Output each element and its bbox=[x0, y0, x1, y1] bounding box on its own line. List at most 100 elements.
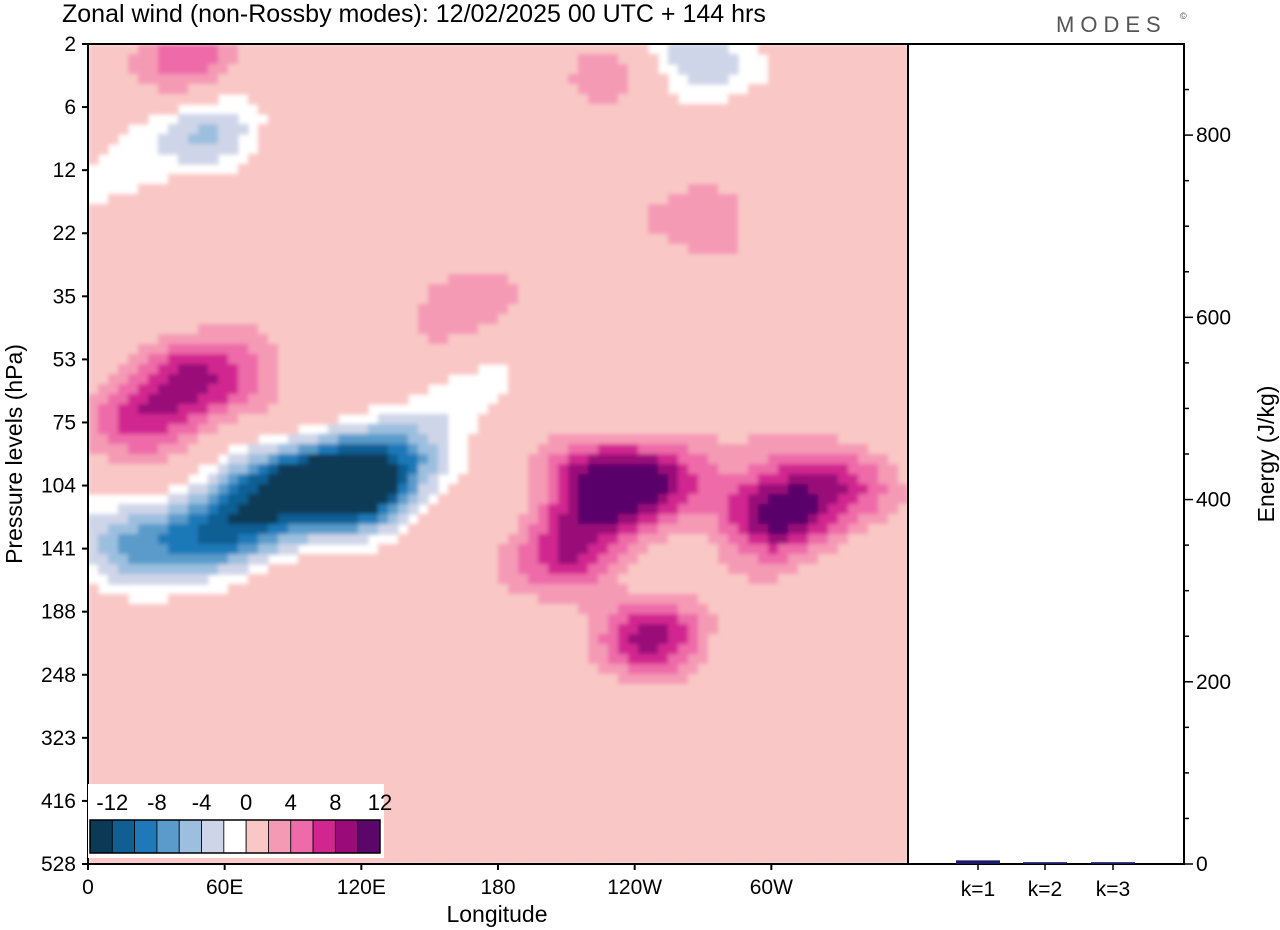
wind-cell bbox=[318, 284, 329, 295]
wind-cell bbox=[628, 674, 639, 685]
wind-cell bbox=[768, 264, 779, 275]
wind-cell bbox=[748, 534, 759, 545]
wind-cell bbox=[318, 294, 329, 305]
wind-cell bbox=[878, 484, 889, 495]
wind-cell bbox=[688, 404, 699, 415]
wind-cell bbox=[298, 384, 309, 395]
wind-cell bbox=[568, 514, 579, 525]
wind-cell bbox=[668, 574, 679, 585]
wind-cell bbox=[628, 414, 639, 425]
wind-cell bbox=[488, 74, 499, 85]
wind-cell bbox=[558, 654, 569, 665]
wind-cell bbox=[848, 424, 859, 435]
wind-cell bbox=[778, 554, 789, 565]
wind-cell bbox=[158, 374, 169, 385]
wind-cell bbox=[328, 634, 339, 645]
wind-cell bbox=[528, 494, 539, 505]
wind-cell bbox=[298, 324, 309, 335]
wind-cell bbox=[228, 44, 239, 55]
wind-cell bbox=[328, 604, 339, 615]
wind-cell bbox=[118, 84, 129, 95]
wind-cell bbox=[338, 184, 349, 195]
wind-cell bbox=[678, 64, 689, 75]
wind-cell bbox=[88, 284, 99, 295]
wind-cell bbox=[738, 344, 749, 355]
wind-cell bbox=[328, 374, 339, 385]
wind-cell bbox=[878, 474, 889, 485]
wind-cell bbox=[698, 594, 709, 605]
wind-cell bbox=[358, 284, 369, 295]
wind-cell bbox=[168, 514, 179, 525]
wind-cell bbox=[308, 654, 319, 665]
wind-cell bbox=[878, 74, 889, 85]
wind-cell bbox=[868, 464, 879, 475]
wind-cell bbox=[728, 254, 739, 265]
wind-cell bbox=[228, 74, 239, 85]
wind-cell bbox=[358, 204, 369, 215]
wind-cell bbox=[98, 94, 109, 105]
wind-cell bbox=[388, 184, 399, 195]
wind-cell bbox=[398, 64, 409, 75]
wind-cell bbox=[278, 444, 289, 455]
wind-cell bbox=[98, 304, 109, 315]
wind-cell bbox=[618, 254, 629, 265]
wind-cell bbox=[388, 644, 399, 655]
wind-cell bbox=[738, 604, 749, 615]
wind-cell bbox=[768, 614, 779, 625]
wind-cell bbox=[808, 474, 819, 485]
wind-cell bbox=[88, 474, 99, 485]
wind-cell bbox=[278, 144, 289, 155]
wind-cell bbox=[488, 604, 499, 615]
wind-cell bbox=[898, 634, 908, 645]
wind-cell bbox=[638, 164, 649, 175]
wind-cell bbox=[108, 44, 119, 55]
wind-cell bbox=[258, 414, 269, 425]
wind-cell bbox=[808, 544, 819, 555]
wind-cell bbox=[678, 554, 689, 565]
wind-cell bbox=[848, 334, 859, 345]
wind-cell bbox=[518, 124, 529, 135]
wind-cell bbox=[198, 94, 209, 105]
wind-cell bbox=[838, 354, 849, 365]
wind-cell bbox=[878, 184, 889, 195]
wind-cell bbox=[208, 374, 219, 385]
wind-cell bbox=[248, 634, 259, 645]
wind-cell bbox=[408, 274, 419, 285]
wind-cell bbox=[308, 504, 319, 515]
wind-cell bbox=[508, 54, 519, 65]
wind-cell bbox=[878, 104, 889, 115]
wind-cell bbox=[898, 384, 908, 395]
wind-cell bbox=[698, 364, 709, 375]
wind-cell bbox=[578, 214, 589, 225]
wind-cell bbox=[478, 114, 489, 125]
wind-cell bbox=[428, 304, 439, 315]
wind-cell bbox=[368, 124, 379, 135]
wind-cell bbox=[468, 474, 479, 485]
wind-cell bbox=[758, 584, 769, 595]
wind-cell bbox=[438, 174, 449, 185]
wind-cell bbox=[608, 604, 619, 615]
wind-cell bbox=[358, 614, 369, 625]
wind-cell bbox=[278, 124, 289, 135]
wind-cell bbox=[338, 434, 349, 445]
wind-cell bbox=[558, 524, 569, 535]
wind-cell bbox=[218, 364, 229, 375]
wind-cell bbox=[848, 624, 859, 635]
wind-cell bbox=[178, 524, 189, 535]
wind-cell bbox=[608, 334, 619, 345]
wind-cell bbox=[278, 644, 289, 655]
wind-cell bbox=[678, 314, 689, 325]
wind-cell bbox=[548, 114, 559, 125]
wind-cell bbox=[218, 184, 229, 195]
wind-cell bbox=[348, 644, 359, 655]
wind-cell bbox=[388, 624, 399, 635]
wind-cell bbox=[358, 114, 369, 125]
wind-cell bbox=[118, 194, 129, 205]
wind-cell bbox=[518, 514, 529, 525]
wind-cell bbox=[198, 534, 209, 545]
wind-cell bbox=[218, 84, 229, 95]
wind-cell bbox=[848, 304, 859, 315]
wind-cell bbox=[368, 44, 379, 55]
wind-cell bbox=[98, 424, 109, 435]
wind-cell bbox=[568, 544, 579, 555]
